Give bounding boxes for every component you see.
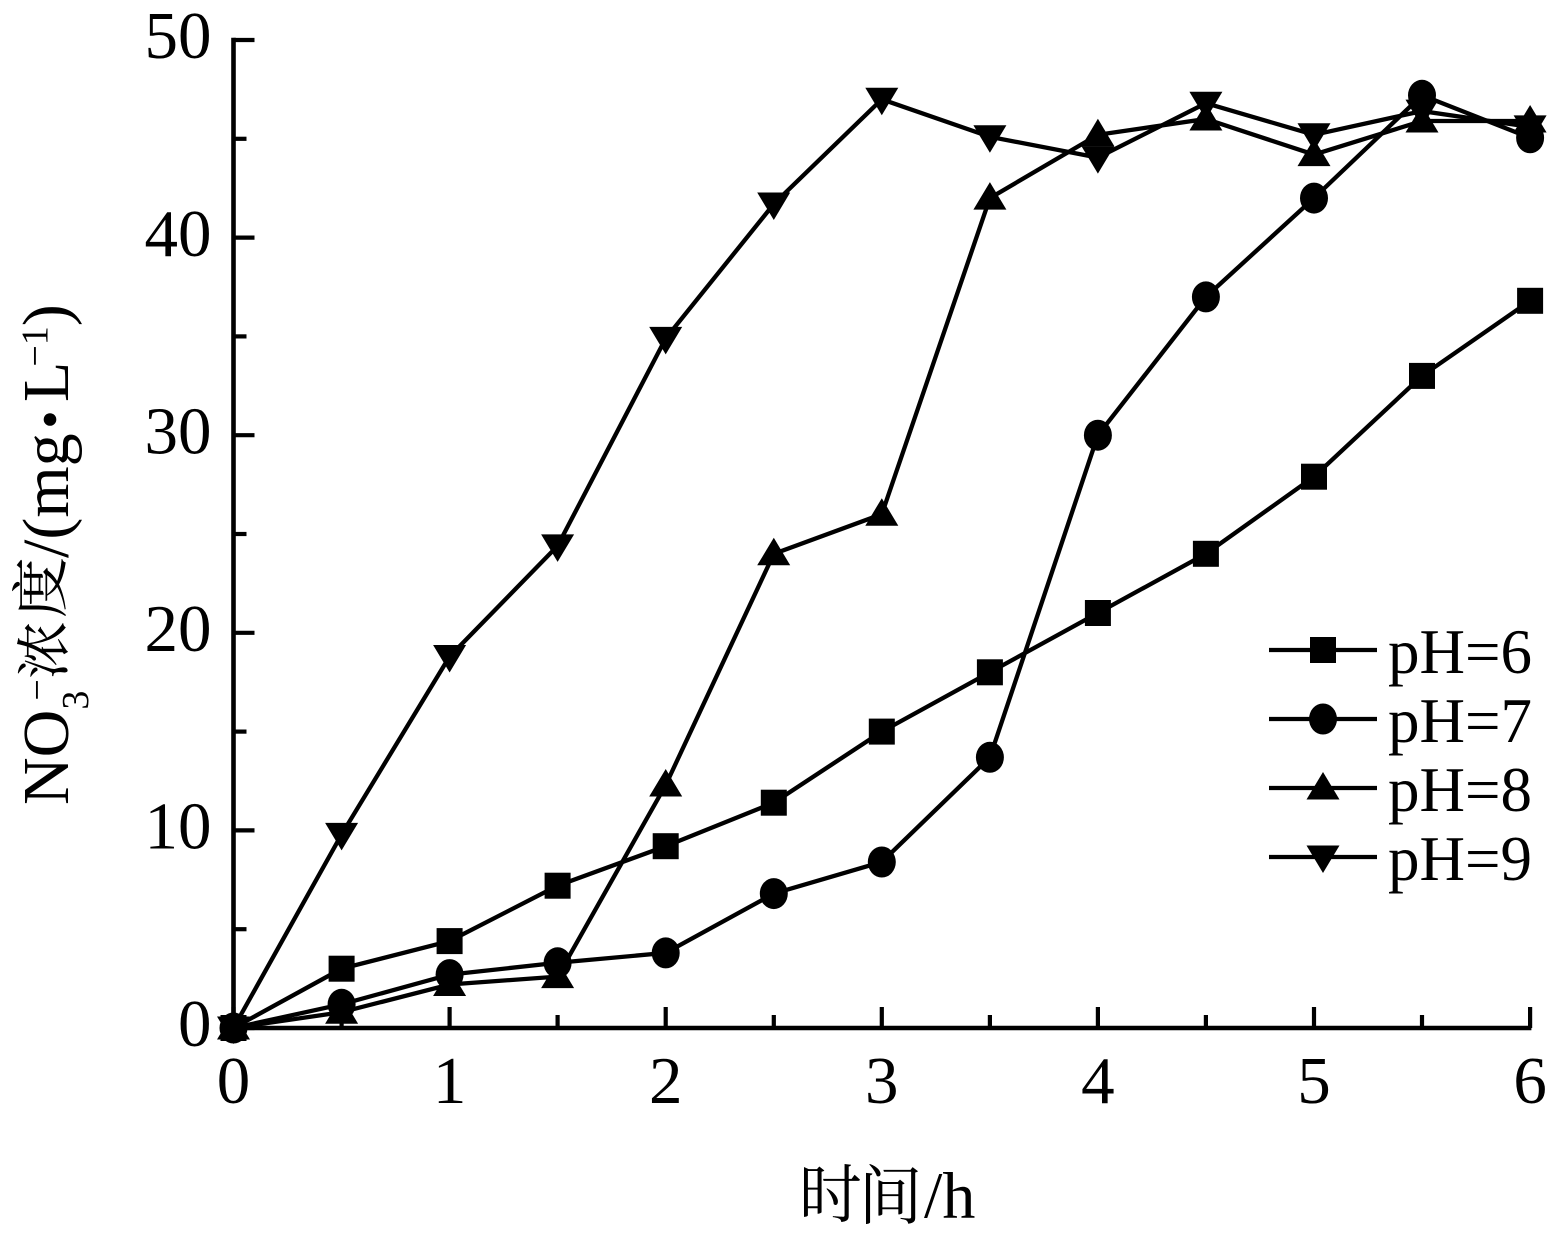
svg-text:5: 5 bbox=[1297, 1044, 1331, 1118]
svg-text:2: 2 bbox=[649, 1044, 683, 1118]
svg-text:1: 1 bbox=[433, 1044, 467, 1118]
svg-text:3: 3 bbox=[865, 1044, 899, 1118]
svg-text:pH=6: pH=6 bbox=[1388, 617, 1532, 687]
svg-text:6: 6 bbox=[1513, 1044, 1547, 1118]
svg-text:pH=9: pH=9 bbox=[1388, 824, 1532, 894]
svg-text:pH=7: pH=7 bbox=[1388, 686, 1532, 756]
svg-text:/h: /h bbox=[924, 1160, 975, 1233]
svg-text:/(mg: /(mg bbox=[10, 433, 83, 558]
svg-text:20: 20 bbox=[145, 592, 212, 666]
svg-text:50: 50 bbox=[145, 0, 212, 73]
svg-text:NO3−: NO3− bbox=[10, 679, 97, 805]
svg-text:0: 0 bbox=[178, 987, 212, 1061]
svg-text:0: 0 bbox=[217, 1044, 251, 1118]
svg-text:40: 40 bbox=[145, 197, 212, 271]
svg-text:L−1): L−1) bbox=[10, 304, 83, 402]
svg-text:30: 30 bbox=[145, 394, 212, 468]
svg-text:4: 4 bbox=[1081, 1044, 1115, 1118]
svg-text:10: 10 bbox=[145, 790, 212, 864]
svg-text:pH=8: pH=8 bbox=[1388, 755, 1532, 825]
